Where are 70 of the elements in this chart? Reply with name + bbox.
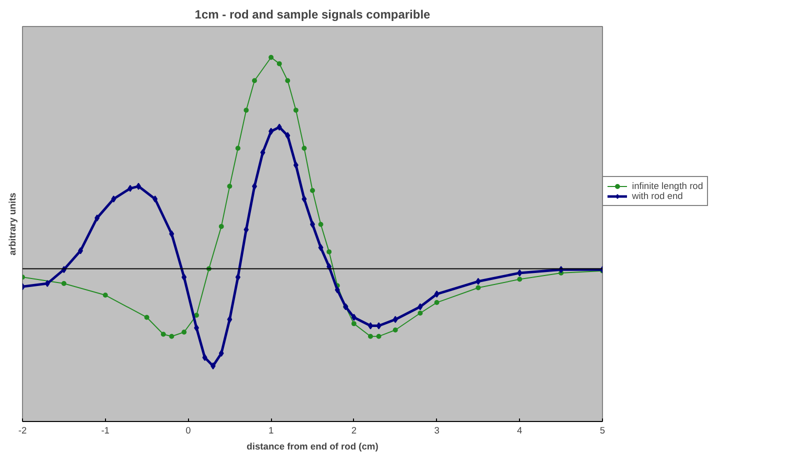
point xyxy=(144,314,150,320)
point xyxy=(252,78,257,84)
point xyxy=(285,132,290,140)
point xyxy=(368,334,373,339)
point xyxy=(227,316,232,323)
point xyxy=(293,108,298,113)
x-tick-label: -2 xyxy=(18,426,27,436)
point xyxy=(44,280,50,288)
point xyxy=(94,214,100,222)
point xyxy=(351,321,356,326)
point xyxy=(310,188,315,194)
point xyxy=(418,310,423,316)
point xyxy=(268,54,274,60)
point xyxy=(476,278,481,285)
point xyxy=(182,274,187,281)
point xyxy=(326,263,332,270)
point xyxy=(476,285,481,290)
point xyxy=(376,334,382,339)
y-axis-title: arbitrary units xyxy=(8,192,18,256)
point xyxy=(102,292,108,298)
point xyxy=(392,328,398,333)
point xyxy=(392,316,398,323)
point xyxy=(152,195,158,202)
point xyxy=(517,276,522,282)
point xyxy=(418,303,423,310)
legend-label: infinite length rod xyxy=(632,181,704,191)
x-tick-label: 3 xyxy=(434,426,440,436)
x-tick-label: 1 xyxy=(268,426,274,436)
x-tick-label: 5 xyxy=(600,426,606,436)
x-axis-title: distance from end of rod (cm) xyxy=(246,442,378,452)
point xyxy=(302,195,307,202)
point xyxy=(235,146,240,151)
point xyxy=(194,312,199,318)
point xyxy=(318,244,324,252)
point xyxy=(111,195,116,202)
point xyxy=(169,334,174,339)
point xyxy=(210,362,216,370)
point xyxy=(302,146,307,151)
point xyxy=(227,184,232,189)
point xyxy=(202,354,208,361)
x-tick-label: 4 xyxy=(517,426,522,436)
x-tick-label: 2 xyxy=(351,426,357,436)
point xyxy=(218,224,224,229)
point xyxy=(160,332,166,337)
chart-title: 1cm - rod and sample signals comparible xyxy=(194,8,431,22)
point xyxy=(182,330,187,335)
point xyxy=(434,300,440,306)
point xyxy=(244,226,249,234)
point xyxy=(517,269,522,276)
point xyxy=(376,322,382,330)
point xyxy=(434,290,440,298)
point xyxy=(293,162,298,169)
point xyxy=(351,314,356,321)
point xyxy=(128,184,133,192)
point xyxy=(318,222,324,227)
x-tick-label: 0 xyxy=(186,426,191,436)
point xyxy=(276,61,282,66)
point xyxy=(268,128,274,135)
point xyxy=(61,281,66,286)
point xyxy=(218,350,224,357)
point xyxy=(326,249,332,254)
point xyxy=(260,148,266,156)
x-tick-label: -1 xyxy=(101,426,110,436)
point xyxy=(334,286,340,294)
point xyxy=(169,230,174,238)
point xyxy=(235,274,240,281)
point xyxy=(244,108,249,113)
legend-label: with rod end xyxy=(632,191,683,201)
point xyxy=(285,78,290,84)
point xyxy=(276,124,282,131)
